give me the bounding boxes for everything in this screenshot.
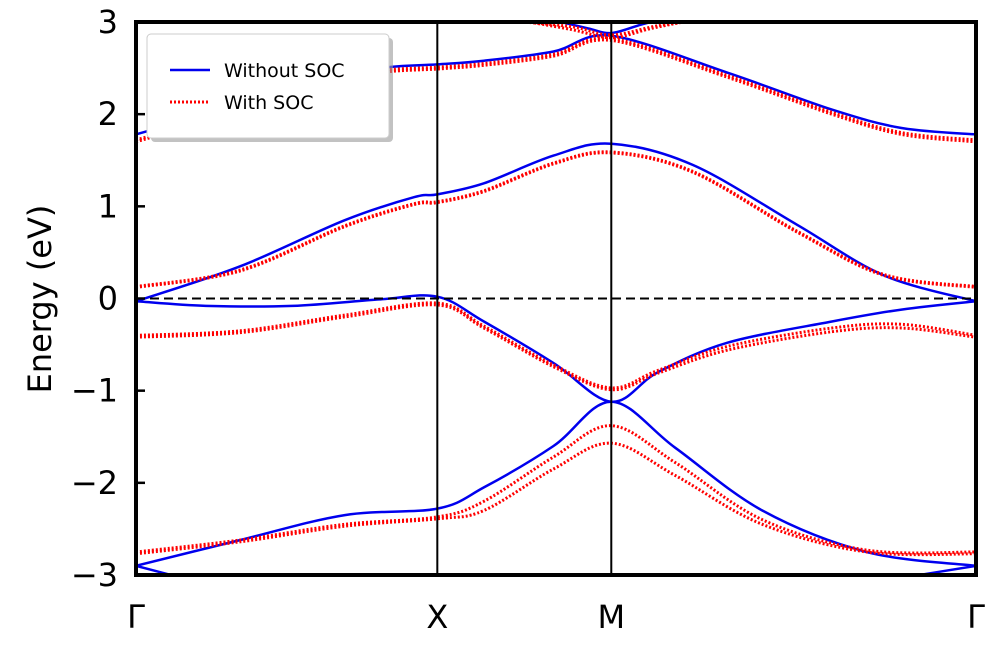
band-line-without-soc-6 bbox=[911, 564, 976, 575]
y-axis-ticks: −3 −2 −1 0 1 2 3 bbox=[71, 3, 145, 594]
kpoint-lines bbox=[436, 22, 613, 575]
band-line-without-soc-5 bbox=[136, 564, 176, 575]
y-tick-label-5: 2 bbox=[98, 95, 118, 133]
band-line-with-soc-6 bbox=[136, 301, 976, 390]
band-line-without-soc-2 bbox=[136, 142, 976, 303]
band-line-with-soc-9 bbox=[136, 441, 976, 557]
y-axis-label: Energy (eV) bbox=[21, 205, 59, 394]
band-line-with-soc-5 bbox=[136, 150, 976, 288]
band-line-without-soc-4 bbox=[136, 400, 976, 568]
band-line-with-soc-4 bbox=[136, 151, 976, 289]
y-tick-label-3: 0 bbox=[98, 280, 118, 318]
band-line-with-soc-8 bbox=[136, 424, 976, 555]
legend-label-without-soc: Without SOC bbox=[224, 60, 345, 82]
y-tick-label-6: 3 bbox=[98, 3, 118, 41]
x-tick-label-1: X bbox=[426, 598, 448, 636]
band-line-with-soc-7 bbox=[136, 303, 976, 392]
band-line-without-soc-3 bbox=[136, 294, 976, 403]
legend-box bbox=[146, 33, 390, 139]
legend-label-with-soc: With SOC bbox=[224, 92, 313, 114]
x-tick-label-3: Γ bbox=[967, 598, 985, 636]
y-tick-label-4: 1 bbox=[98, 187, 118, 225]
y-tick-label-2: −1 bbox=[71, 372, 118, 410]
legend: Without SOC With SOC bbox=[146, 33, 393, 142]
y-tick-label-1: −2 bbox=[71, 464, 118, 502]
y-tick-label-0: −3 bbox=[71, 556, 118, 594]
x-tick-label-0: Γ bbox=[127, 598, 145, 636]
x-tick-label-2: M bbox=[597, 598, 625, 636]
